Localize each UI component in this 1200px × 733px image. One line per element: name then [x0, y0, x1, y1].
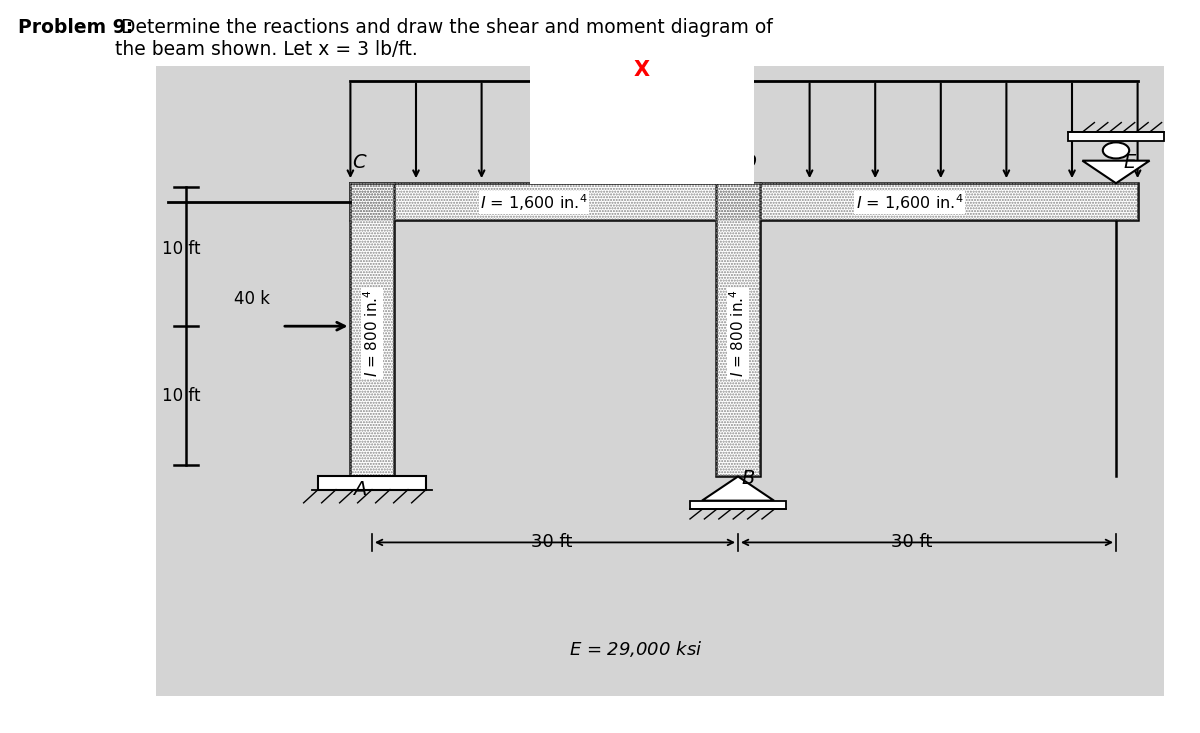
Text: X: X	[634, 59, 650, 80]
Bar	[716, 183, 760, 476]
Bar	[716, 183, 760, 476]
Bar	[350, 183, 394, 476]
Text: $I$ = 1,600 in.$\mathregular{^4}$: $I$ = 1,600 in.$\mathregular{^4}$	[856, 192, 964, 213]
Text: B: B	[742, 469, 755, 488]
Text: $I$ = 1,600 in.$\mathregular{^4}$: $I$ = 1,600 in.$\mathregular{^4}$	[480, 192, 588, 213]
Text: A: A	[353, 480, 366, 499]
Bar	[156, 66, 1164, 696]
Text: $I$ = 800 in.$\mathregular{^4}$: $I$ = 800 in.$\mathregular{^4}$	[362, 290, 382, 377]
Bar	[350, 183, 1138, 220]
Bar	[1068, 132, 1164, 141]
Text: E: E	[1123, 153, 1135, 172]
Text: $E$ = 29,000 ksi: $E$ = 29,000 ksi	[569, 638, 703, 659]
Polygon shape	[702, 476, 774, 501]
Bar	[350, 183, 1138, 220]
Bar	[690, 501, 786, 509]
Text: 30 ft: 30 ft	[532, 534, 572, 551]
Bar	[350, 183, 394, 476]
Text: D: D	[742, 153, 757, 172]
Text: Problem 9:: Problem 9:	[18, 18, 133, 37]
Text: C: C	[353, 153, 366, 172]
Text: 30 ft: 30 ft	[892, 534, 932, 551]
Text: 10 ft: 10 ft	[162, 240, 200, 258]
Bar	[318, 476, 426, 490]
Text: 40 k: 40 k	[234, 290, 270, 308]
Circle shape	[1103, 142, 1129, 158]
Polygon shape	[1082, 161, 1150, 183]
Text: 10 ft: 10 ft	[162, 387, 200, 405]
Text: Determine the reactions and draw the shear and moment diagram of
the beam shown.: Determine the reactions and draw the she…	[115, 18, 773, 59]
Text: $I$ = 800 in.$\mathregular{^4}$: $I$ = 800 in.$\mathregular{^4}$	[728, 290, 748, 377]
